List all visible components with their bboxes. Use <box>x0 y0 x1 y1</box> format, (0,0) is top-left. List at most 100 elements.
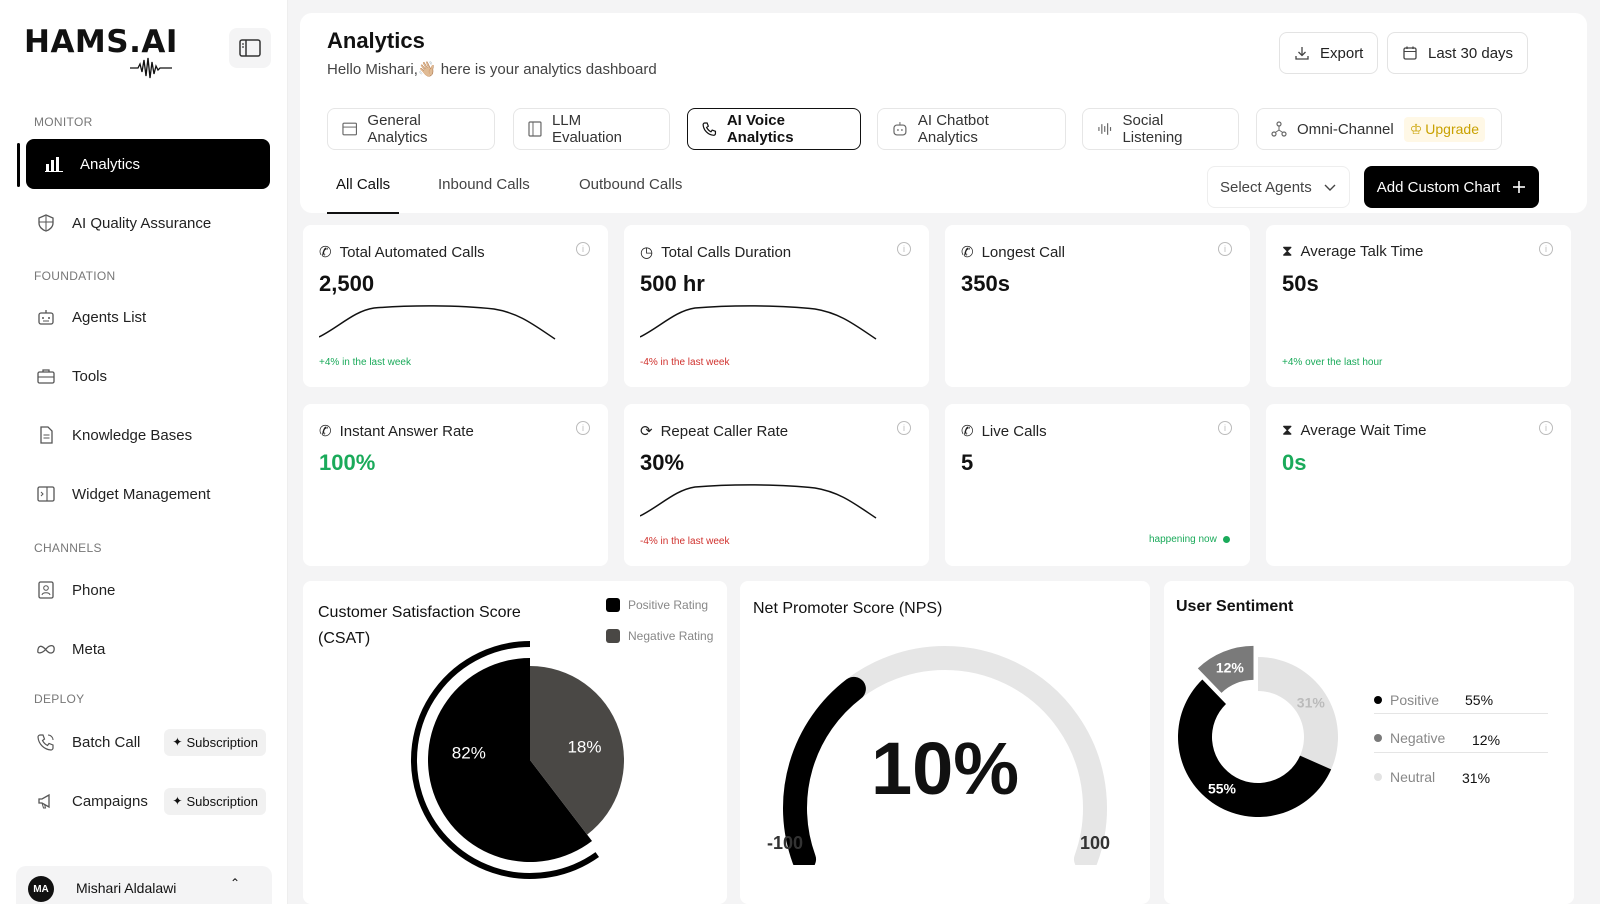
tab-general-analytics[interactable]: General Analytics <box>327 108 495 150</box>
user-name: Mishari Aldalawi <box>76 880 177 896</box>
table-icon <box>342 122 358 136</box>
tab-ai-voice-analytics[interactable]: AI Voice Analytics <box>687 108 861 150</box>
hourglass-icon: ⧗ <box>1282 422 1293 439</box>
subtab-active-underline <box>327 212 399 214</box>
nps-title: Net Promoter Score (NPS) <box>753 600 943 617</box>
pie-label-positive: 82% <box>452 744 486 763</box>
live-status: happening now <box>1149 534 1230 545</box>
download-icon <box>1295 47 1309 60</box>
hourglass-icon: ⧗ <box>1282 243 1293 260</box>
section-label-deploy: DEPLOY <box>34 692 85 706</box>
select-agents-dropdown[interactable]: Select Agents <box>1207 166 1350 208</box>
phone-icon <box>702 122 717 136</box>
donut-segment-negative <box>1197 645 1254 693</box>
info-icon[interactable]: i <box>1218 242 1232 256</box>
phone-icon: ✆ <box>319 423 332 440</box>
metric-card-longest-call: ✆ Longest Call i 350s <box>945 225 1250 387</box>
sentiment-value-neutral: 31% <box>1462 770 1491 786</box>
refresh-icon: ⟳ <box>640 423 653 440</box>
metric-card-average-wait-time: ⧗ Average Wait Time i 0s <box>1266 404 1571 566</box>
tab-social-listening[interactable]: Social Listening <box>1082 108 1239 150</box>
legend-positive-rating: Positive Rating <box>606 598 708 612</box>
pie-label-negative: 18% <box>567 738 601 757</box>
avatar: MA <box>28 876 54 902</box>
info-icon[interactable]: i <box>1539 242 1553 256</box>
metric-value: 500 hr <box>640 271 705 296</box>
sidebar-item-label: Agents List <box>72 308 147 326</box>
pie-slice-positive <box>428 658 593 862</box>
sidebar-item-knowledge-bases[interactable]: Knowledge Bases <box>26 410 270 460</box>
sidebar-panel-icon <box>239 39 261 57</box>
sidebar-item-label: Campaigns <box>72 792 148 810</box>
user-menu[interactable] <box>16 866 272 904</box>
page-title: Analytics <box>327 28 425 53</box>
phone-icon: ✆ <box>961 423 974 440</box>
legend-dot <box>1374 696 1382 704</box>
tab-llm-evaluation[interactable]: LLM Evaluation <box>513 108 670 150</box>
csat-pie-chart: 82% 18% <box>411 641 624 879</box>
subtab-inbound-calls[interactable]: Inbound Calls <box>438 176 530 193</box>
gauge-min-label: -100 <box>767 833 803 853</box>
csat-title: Customer Satisfaction Score (CSAT) <box>318 604 521 647</box>
metric-value: 50s <box>1282 271 1319 296</box>
clipboard-icon <box>528 121 542 137</box>
widget-icon <box>36 484 56 504</box>
metric-value: 100% <box>319 450 376 475</box>
sidebar-item-analytics[interactable]: Analytics <box>26 139 270 189</box>
sentiment-legend-negative: Negative <box>1374 730 1445 746</box>
sidebar-item-label: Meta <box>72 640 106 658</box>
sidebar-item-label: Analytics <box>80 155 141 173</box>
nps-gauge-chart: 10% -100 100 <box>767 646 1110 865</box>
date-range-button[interactable]: Last 30 days <box>1387 32 1529 74</box>
legend-swatch <box>606 629 620 643</box>
sidebar-item-agents-list[interactable]: Agents List <box>26 292 270 342</box>
bot-icon <box>893 122 907 136</box>
chevron-down-icon <box>1324 184 1336 191</box>
brand-logo: HAMS.AI <box>24 24 178 60</box>
divider <box>1374 713 1548 714</box>
sentiment-legend-neutral: Neutral <box>1374 769 1435 785</box>
metric-card-live-calls: ✆ Live Calls i 5 happening now <box>945 404 1250 566</box>
megaphone-icon <box>36 791 56 811</box>
info-icon[interactable]: i <box>1539 421 1553 435</box>
live-indicator-dot <box>1222 536 1230 543</box>
sidebar: HAMS.AI MONITOR Analytics AI Quality Ass… <box>0 0 288 904</box>
trend-sparkline <box>640 484 877 519</box>
pie-slice-negative <box>530 666 624 835</box>
tab-omni-channel[interactable]: Omni-Channel ♔ Upgrade <box>1256 108 1502 150</box>
sidebar-item-phone[interactable]: Phone <box>26 565 270 615</box>
clock-icon: ◷ <box>640 244 654 261</box>
upgrade-badge[interactable]: ♔ Upgrade <box>1403 116 1485 142</box>
sidebar-item-tools[interactable]: Tools <box>26 351 270 401</box>
divider <box>1374 752 1548 753</box>
add-custom-chart-button[interactable]: Add Custom Chart <box>1364 166 1539 208</box>
subscription-badge[interactable]: ✦ Subscription <box>164 728 266 756</box>
chevron-up-icon[interactable]: ⌃ <box>230 876 241 890</box>
sidebar-item-meta[interactable]: Meta <box>26 624 270 674</box>
subscription-badge[interactable]: ✦ Subscription <box>164 787 266 815</box>
trend-sparkline <box>640 305 877 340</box>
sidebar-item-campaigns[interactable]: Campaigns ✦ Subscription <box>26 776 270 826</box>
info-icon[interactable]: i <box>1218 421 1232 435</box>
info-icon[interactable]: i <box>576 242 590 256</box>
info-icon[interactable]: i <box>897 242 911 256</box>
tab-ai-chatbot-analytics[interactable]: AI Chatbot Analytics <box>877 108 1066 150</box>
info-icon[interactable]: i <box>897 421 911 435</box>
donut-segment-neutral <box>1258 657 1338 770</box>
sidebar-item-widget-management[interactable]: Widget Management <box>26 469 270 519</box>
sidebar-item-ai-quality-assurance[interactable]: AI Quality Assurance <box>26 198 270 248</box>
sidebar-item-batch-call[interactable]: Batch Call ✦ Subscription <box>26 717 270 767</box>
info-icon[interactable]: i <box>576 421 590 435</box>
sidebar-item-label: Widget Management <box>72 485 211 503</box>
donut-label: 31% <box>1297 695 1326 711</box>
shield-icon <box>36 213 56 233</box>
sentiment-legend-positive: Positive <box>1374 692 1439 708</box>
sidebar-toggle-button[interactable] <box>229 28 271 68</box>
robot-icon <box>36 307 56 327</box>
trend-note: -4% in the last week <box>640 536 730 547</box>
subtab-all-calls[interactable]: All Calls <box>336 176 391 193</box>
export-button[interactable]: Export <box>1279 32 1379 74</box>
subtab-outbound-calls[interactable]: Outbound Calls <box>579 176 683 193</box>
network-icon <box>1271 121 1287 137</box>
pie-highlight-ring <box>411 641 599 879</box>
